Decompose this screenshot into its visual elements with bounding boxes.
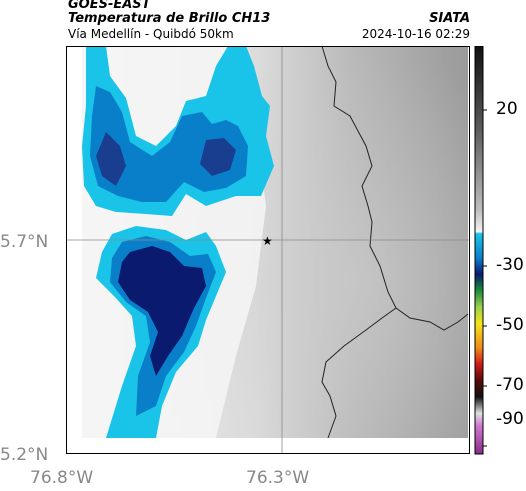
lat-label-5-2: 5.2°N bbox=[0, 445, 49, 465]
satellite-title: GOES-EAST bbox=[68, 0, 151, 12]
colorbar bbox=[474, 46, 487, 455]
datetime-label: 2024-10-16 02:29 bbox=[361, 27, 470, 41]
cb-label-m70: -70 bbox=[496, 375, 524, 395]
map-border bbox=[66, 46, 470, 454]
cb-label-m50: -50 bbox=[496, 315, 524, 335]
cloud-cluster-north-mid bbox=[90, 86, 248, 202]
colorbar-scale bbox=[474, 46, 484, 455]
cb-label-m30: -30 bbox=[496, 255, 524, 275]
source-label: SIATA bbox=[429, 11, 470, 26]
cb-label-m90: -90 bbox=[496, 409, 524, 429]
star-marker: ★ bbox=[262, 234, 273, 248]
cloud-cluster-south-deep bbox=[118, 246, 206, 376]
cloud-cluster-north-deep bbox=[96, 132, 236, 186]
location-subtitle: Vía Medellín - Quibdó 50km bbox=[68, 27, 234, 41]
cb-label-20: 20 bbox=[496, 99, 518, 119]
product-title: Temperatura de Brillo CH13 bbox=[68, 11, 271, 26]
lat-label-5-7: 5.7°N bbox=[0, 232, 49, 252]
lon-label-76-3: 76.3°W bbox=[246, 468, 310, 488]
satellite-map: ★ bbox=[66, 46, 470, 454]
lon-label-76-8: 76.8°W bbox=[30, 468, 94, 488]
border-line-south bbox=[321, 307, 397, 439]
border-line bbox=[321, 46, 469, 331]
